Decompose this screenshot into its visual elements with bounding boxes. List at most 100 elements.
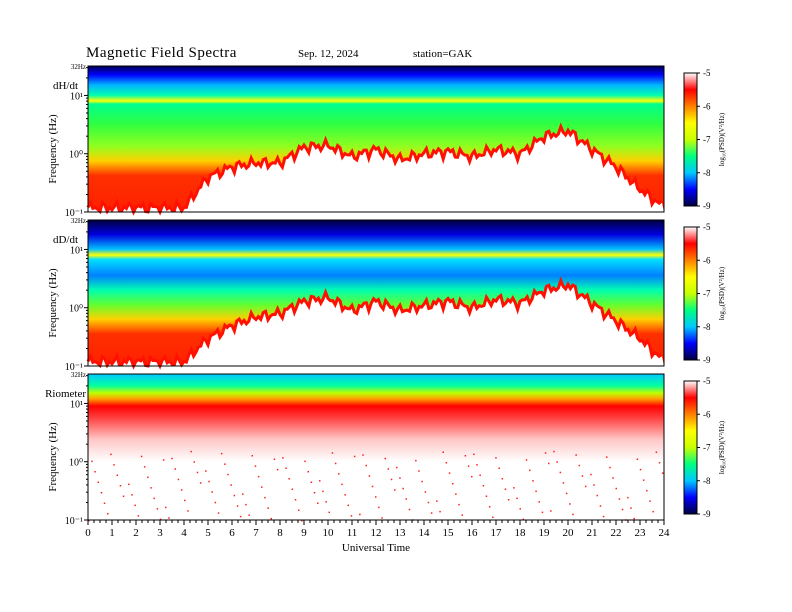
speckle-point	[615, 487, 617, 490]
speckle-point	[606, 456, 608, 458]
speckle-point	[288, 478, 290, 480]
speckle-point	[439, 510, 441, 513]
speckle-point	[427, 501, 430, 504]
speckle-point	[387, 468, 390, 470]
speckle-point	[381, 517, 383, 519]
speckle-point	[307, 471, 309, 473]
speckle-point	[415, 459, 417, 462]
colorbar-tick-label: -5	[703, 68, 711, 78]
y-axis-label: Frequency (Hz)	[47, 114, 59, 184]
speckle-point	[464, 455, 467, 457]
speckle-point	[317, 502, 319, 504]
x-tick-label: 19	[539, 527, 551, 539]
speckle-point	[353, 455, 356, 458]
speckle-point	[418, 470, 420, 472]
y-tick-label: 10⁻¹	[65, 516, 83, 527]
speckle-point	[408, 508, 411, 511]
y-top-label: 32Hz	[71, 217, 86, 225]
power-ridge	[86, 122, 663, 216]
panel-dddt: 10¹ 10⁰ 10⁻¹ 32Hz dD/dt Frequency (Hz) -5 -6 -7 -…	[47, 217, 726, 373]
speckle-point	[362, 454, 364, 456]
x-tick-label: 15	[443, 527, 455, 539]
speckle-point	[448, 472, 451, 474]
colorbar-tick-label: -9	[703, 509, 711, 519]
colorbar-label: log₁₀(PSD)(V²/Hz)	[718, 112, 726, 166]
speckle-point	[532, 480, 534, 482]
speckle-point	[565, 492, 568, 495]
x-tick-label: 14	[419, 527, 431, 539]
speckle-point	[642, 479, 645, 481]
colorbar	[683, 72, 698, 207]
speckle-point	[578, 464, 581, 467]
x-tick-label: 16	[467, 527, 479, 539]
speckle-point	[91, 460, 93, 463]
speckle-point	[359, 513, 361, 516]
speckle-point	[516, 497, 518, 500]
speckle-point	[649, 500, 651, 502]
speckle-point	[430, 512, 433, 514]
speckle-point	[331, 452, 334, 454]
speckle-point	[261, 486, 263, 488]
speckle-point	[593, 484, 595, 486]
y-axis-label: Frequency (Hz)	[47, 422, 59, 492]
speckle-point	[479, 474, 481, 476]
speckle-point	[217, 512, 220, 514]
speckle-point	[220, 452, 223, 455]
speckle-point	[122, 495, 125, 497]
speckle-point	[556, 461, 558, 463]
speckle-point	[224, 463, 226, 465]
speckle-point	[180, 489, 183, 491]
x-tick-label: 5	[205, 527, 211, 539]
speckle-point	[134, 504, 136, 507]
x-tick-label: 9	[301, 527, 307, 539]
speckle-point	[658, 462, 661, 464]
x-tick-label: 21	[587, 527, 598, 539]
speckle-point	[156, 508, 159, 510]
speckle-point	[298, 509, 300, 511]
speckle-point	[264, 496, 266, 499]
speckle-point	[341, 483, 343, 486]
panel-label: dD/dt	[53, 234, 78, 246]
speckle-point	[476, 464, 478, 466]
speckle-point	[581, 475, 584, 477]
speckle-point	[344, 494, 346, 496]
speckle-point	[390, 478, 393, 481]
speckle-point	[168, 517, 170, 519]
speckle-point	[396, 466, 398, 469]
x-tick-label: 2	[133, 527, 139, 539]
speckle-point	[541, 511, 544, 514]
speckle-point	[572, 513, 574, 516]
speckle-point	[184, 499, 186, 502]
speckle-point	[245, 503, 247, 506]
x-tick-label: 1	[109, 527, 115, 539]
speckle-point	[452, 482, 454, 485]
speckle-point	[251, 455, 253, 457]
speckle-point	[211, 491, 213, 493]
speckle-point	[612, 477, 614, 479]
colorbar-label: log₁₀(PSD)(V²/Hz)	[718, 266, 726, 320]
speckle-point	[171, 457, 173, 460]
panel-riometer: 10¹ 10⁰ 10⁻¹ 32Hz Riometer Frequency (Hz) -5 -6…	[45, 371, 726, 527]
x-tick-label: 23	[635, 527, 647, 539]
speckle-point	[599, 505, 602, 507]
speckle-point	[196, 471, 199, 474]
speckle-point	[313, 492, 316, 494]
page-title: Magnetic Field Spectra	[86, 45, 237, 61]
speckle-point	[498, 467, 500, 469]
x-tick-label: 6	[229, 527, 235, 539]
speckle-point	[162, 459, 165, 461]
panel-label: dH/dt	[53, 80, 78, 92]
speckle-point	[137, 515, 140, 517]
colorbar-tick-label: -6	[703, 255, 711, 265]
panel-frame	[87, 65, 665, 213]
speckle-point	[107, 513, 109, 515]
speckle-point	[421, 480, 423, 483]
speckle-point	[254, 465, 257, 467]
speckle-point	[461, 514, 463, 516]
speckle-point	[602, 515, 605, 518]
speckle-point	[621, 508, 624, 511]
speckle-point	[304, 460, 306, 463]
y-tick-label: 10¹	[70, 245, 83, 256]
speckle-point	[495, 457, 497, 459]
